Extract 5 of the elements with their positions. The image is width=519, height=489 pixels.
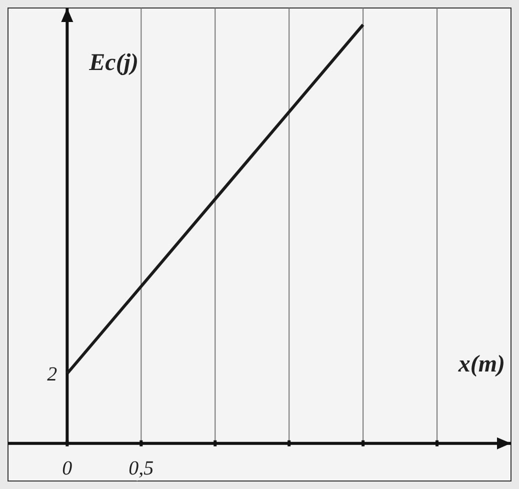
annotation: 2 [47,364,58,386]
x-axis-title: x(m) [457,351,505,378]
x-tick-label: 0,5 [128,457,154,480]
y-axis-title: Ec(j) [88,50,138,76]
x-tick-label: 0 [62,457,72,480]
